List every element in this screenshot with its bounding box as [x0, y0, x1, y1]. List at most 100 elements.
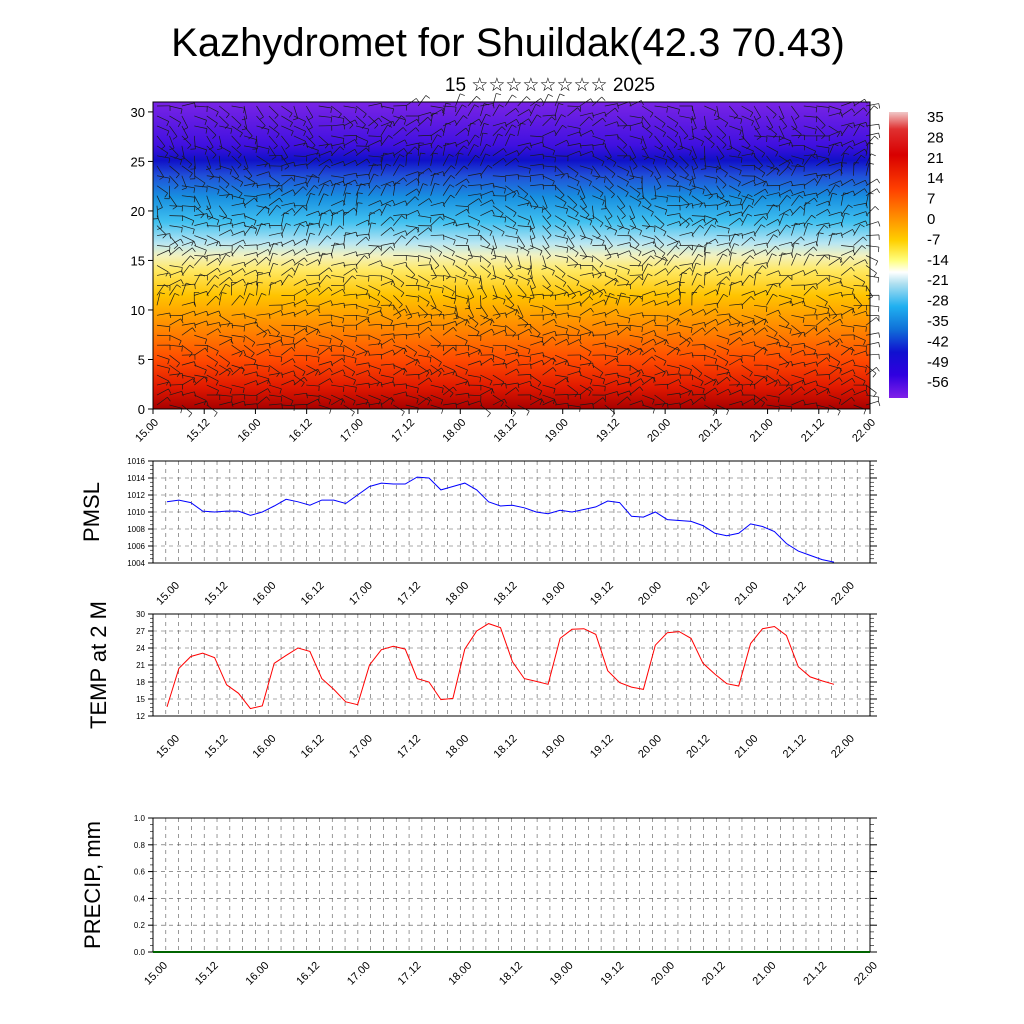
wind-barb — [517, 315, 529, 324]
wind-barb-flag — [304, 328, 308, 333]
wind-barb-flag — [878, 401, 881, 407]
x-tick-label: 17.12 — [396, 960, 424, 988]
wind-barb — [156, 364, 170, 369]
wind-barb — [156, 165, 165, 178]
wind-barb-flag — [403, 347, 408, 353]
wind-barb — [418, 264, 432, 266]
wind-barb-flag — [814, 388, 818, 394]
wind-barb-flag — [513, 212, 517, 218]
wind-barb-flag — [647, 204, 652, 209]
wind-barb-flag — [504, 188, 506, 194]
wind-barb — [368, 185, 377, 196]
wind-barb — [219, 229, 231, 236]
wind-barb — [430, 295, 437, 308]
wind-barb-flag — [615, 269, 618, 275]
wind-barb — [393, 347, 405, 356]
wind-barb-flag — [413, 352, 417, 357]
wind-barb — [616, 215, 624, 228]
wind-barb-flag — [269, 343, 271, 349]
wind-barb-flag — [715, 178, 718, 184]
wind-barb — [156, 354, 170, 360]
wind-barb — [169, 293, 175, 306]
x-tick-label: 20.00 — [645, 417, 673, 445]
wind-barb-flag — [159, 176, 164, 180]
wind-barb-flag — [838, 399, 842, 405]
wind-barb — [293, 354, 307, 357]
wind-barb-flag — [731, 282, 737, 284]
wind-barb — [331, 314, 344, 319]
wind-barb-flag — [865, 390, 868, 395]
wind-barb-flag — [674, 163, 678, 168]
wind-barb-flag — [503, 299, 506, 305]
wind-barb — [654, 175, 662, 188]
wind-barb — [480, 132, 483, 146]
wind-barb — [816, 374, 830, 376]
wind-barb-flag — [426, 301, 430, 307]
wind-barb-flag — [215, 168, 221, 170]
colorbar-gradient — [889, 112, 908, 398]
wind-barb — [691, 244, 699, 256]
wind-barb — [181, 310, 195, 316]
wind-barb — [753, 195, 763, 206]
x-tick-label: 18.12 — [497, 960, 525, 988]
wind-barb-flag — [778, 397, 780, 403]
wind-barb-flag — [399, 154, 405, 158]
wind-barb-flag — [360, 183, 366, 186]
wind-barb-flag — [851, 346, 855, 352]
wind-barb-flag — [878, 332, 881, 338]
wind-barb-flag — [675, 241, 679, 247]
wind-barb-flag — [693, 167, 698, 170]
wind-barb — [592, 225, 601, 236]
wind-barb — [442, 103, 447, 117]
wind-barb-flag — [267, 378, 270, 384]
wind-barb — [840, 388, 853, 396]
wind-barb-flag — [651, 198, 657, 200]
wind-barb — [554, 125, 563, 137]
wind-barb — [604, 225, 617, 231]
wind-barb — [268, 197, 280, 206]
wind-barb-flag — [764, 327, 768, 332]
wind-barb-flag — [681, 272, 687, 274]
wind-barb — [169, 175, 179, 186]
wind-barb — [380, 381, 394, 386]
wind-barb — [293, 155, 307, 157]
wind-barb — [206, 384, 219, 391]
wind-barb — [778, 324, 792, 330]
wind-barb — [778, 195, 788, 206]
wind-barb-flag — [243, 350, 246, 356]
wind-barb — [728, 233, 736, 246]
wind-barb-flag — [673, 143, 678, 149]
wind-barb — [156, 115, 169, 122]
wind-barb — [218, 155, 221, 169]
wind-barb-flag — [164, 152, 169, 158]
x-tick-label: 17.12 — [395, 580, 423, 608]
wind-barb-flag — [426, 281, 430, 287]
wind-barb-flag — [763, 396, 768, 401]
wind-barb-flag — [541, 337, 544, 343]
wind-barb-flag — [666, 292, 669, 298]
wind-barb — [194, 310, 207, 316]
wind-barb-flag — [390, 246, 395, 251]
wind-barb-flag — [464, 307, 470, 310]
wind-barb — [803, 214, 812, 226]
wind-barb — [331, 135, 344, 139]
wind-barb — [617, 364, 631, 367]
wind-barb-flag — [241, 118, 247, 121]
x-tick-label: 16.12 — [299, 733, 327, 761]
wind-barb — [729, 155, 743, 159]
wind-barb-flag — [876, 367, 880, 372]
y-tick-label: 10 — [131, 303, 145, 318]
wind-barb — [169, 318, 181, 326]
wind-barb — [828, 105, 842, 111]
wind-barb — [368, 364, 381, 370]
wind-barb — [853, 310, 867, 316]
wind-barb — [393, 275, 405, 284]
wind-barb — [865, 206, 876, 216]
wind-barb-flag — [387, 124, 393, 128]
wind-barb — [517, 185, 529, 195]
wind-barb-flag — [723, 293, 728, 298]
wind-barb-flag — [529, 356, 531, 362]
wind-barb-flag — [577, 330, 580, 336]
wind-barb — [629, 122, 643, 127]
